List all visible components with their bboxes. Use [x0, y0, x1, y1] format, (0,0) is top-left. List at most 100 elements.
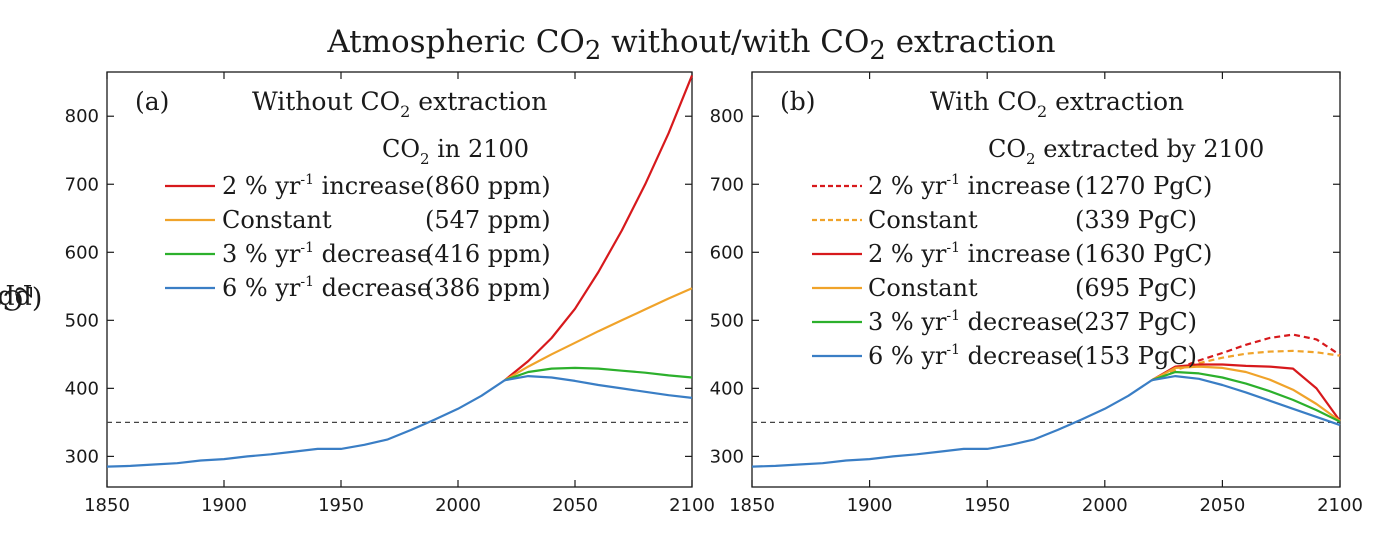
heading-post: extraction — [410, 87, 547, 116]
panel-heading: With CO2 extraction — [930, 87, 1184, 121]
panel-b: 1850 1900 1950 2000 2050 2100 300 400 500 600 700 8… — [710, 71, 1363, 516]
x-tick-label: 2050 — [1199, 495, 1245, 516]
x-tick-label: 2000 — [435, 495, 481, 516]
legend-label-2: Constant — [222, 206, 332, 234]
x-tick-label: 1850 — [729, 495, 775, 516]
heading-sub: 2 — [400, 102, 410, 121]
series-line-1 — [504, 74, 694, 382]
legend-label-1: 2 % yr-1 increase — [222, 172, 425, 200]
legend-label-6: 6 % yr-1 decrease — [868, 342, 1077, 370]
y-tick-label: 600 — [710, 242, 744, 263]
x-tick-label: 1900 — [847, 495, 893, 516]
legend-label-post: decrease — [960, 308, 1077, 336]
x-tick-label: 1900 — [201, 495, 247, 516]
y-tick-label: 700 — [65, 174, 99, 195]
legend-label-post: decrease — [960, 342, 1077, 370]
legend-label-sup: -1 — [300, 240, 314, 256]
series-line-3 — [1151, 363, 1341, 422]
legend-label-pre: 6 % yr — [222, 274, 301, 302]
panel-label: (b) — [780, 87, 816, 116]
legend-value-1: (1270 PgC) — [1075, 172, 1212, 200]
heading-post: extraction — [1047, 87, 1184, 116]
legend-value-3: (416 ppm) — [425, 240, 551, 268]
title-text-mid: without/with CO — [601, 24, 870, 60]
legend-title-post: in 2100 — [430, 135, 529, 163]
y-tick-label: 600 — [65, 242, 99, 263]
y-tick-label: 500 — [65, 310, 99, 331]
series-line-5 — [1151, 370, 1341, 423]
legend-label-1: 2 % yr-1 increase — [868, 172, 1071, 200]
legend-label-pre: Constant — [222, 206, 332, 234]
title-text-post: extraction — [885, 24, 1056, 60]
figure-title: Atmospheric CO2 without/with CO2 extract… — [0, 22, 1383, 71]
panel-a: 1850 1900 1950 2000 2050 2100 300 400 500 600 700 8… — [65, 71, 715, 516]
legend-value-4: (695 PgC) — [1075, 274, 1197, 302]
legend-label-post: increase — [960, 172, 1071, 200]
series-line-2 — [504, 287, 693, 382]
legend-title-sub: 2 — [1026, 150, 1036, 168]
y-tick-label: 800 — [65, 106, 99, 127]
x-tick-label: 2050 — [552, 495, 598, 516]
x-tick-label: 2100 — [1317, 495, 1363, 516]
series-line-6 — [1151, 375, 1341, 427]
panel-label: (a) — [135, 87, 169, 116]
y-tick-label: 300 — [710, 446, 744, 467]
legend-label-post: increase — [960, 240, 1071, 268]
historical-line — [106, 379, 506, 468]
legend-label-sup: -1 — [946, 342, 960, 358]
legend-title-pre: CO — [988, 135, 1026, 163]
series-line-3 — [504, 366, 693, 382]
legend-label-sup: -1 — [300, 274, 314, 290]
x-tick-label: 2000 — [1082, 495, 1128, 516]
y-tick-label: 500 — [710, 310, 744, 331]
legend-value-6: (153 PgC) — [1075, 342, 1197, 370]
series-line-4 — [504, 375, 693, 399]
heading-pre: With CO — [930, 87, 1037, 116]
legend-title: CO2 in 2100 — [382, 135, 529, 168]
series-line-4 — [1151, 365, 1341, 422]
legend-value-1: (860 ppm) — [425, 172, 551, 200]
legend-label-pre: 2 % yr — [222, 172, 301, 200]
legend-label-3: 2 % yr-1 increase — [868, 240, 1071, 268]
legend-title-post: extracted by 2100 — [1036, 135, 1265, 163]
heading-pre: Without CO — [252, 87, 400, 116]
legend-title-sub: 2 — [420, 150, 430, 168]
x-tick-label: 1850 — [84, 495, 130, 516]
legend-label-post: decrease — [314, 274, 431, 302]
legend-value-2: (339 PgC) — [1075, 206, 1197, 234]
legend-label-post: decrease — [314, 240, 431, 268]
legend-label-sup: -1 — [946, 308, 960, 324]
legend-label-4: Constant — [868, 274, 978, 302]
legend-label-3: 3 % yr-1 decrease — [222, 240, 431, 268]
legend-label-pre: 2 % yr — [868, 172, 947, 200]
legend-label-5: 3 % yr-1 decrease — [868, 308, 1077, 336]
panel-heading: Without CO2 extraction — [252, 87, 547, 121]
historical-line — [751, 379, 1153, 468]
legend-value-3: (1630 PgC) — [1075, 240, 1212, 268]
legend-label-4: 6 % yr-1 decrease — [222, 274, 431, 302]
y-tick-label: 300 — [65, 446, 99, 467]
legend-value-2: (547 ppm) — [425, 206, 551, 234]
x-tick-label: 2100 — [669, 495, 715, 516]
legend-value-4: (386 ppm) — [425, 274, 551, 302]
legend-label-pre: Constant — [868, 206, 978, 234]
x-tick-label: 1950 — [318, 495, 364, 516]
legend-label-pre: Constant — [868, 274, 978, 302]
legend-label-sup: -1 — [946, 240, 960, 256]
title-sub-2: 2 — [869, 36, 886, 67]
title-text-pre: Atmospheric CO — [327, 24, 585, 60]
plot-frame — [106, 71, 693, 488]
y-tick-label: 700 — [710, 174, 744, 195]
y-tick-label: 400 — [65, 378, 99, 399]
y-tick-label: 800 — [710, 106, 744, 127]
title-sub: 2 — [584, 36, 602, 67]
heading-sub: 2 — [1037, 102, 1047, 121]
legend-label-pre: 3 % yr — [868, 308, 947, 336]
legend-value-5: (237 PgC) — [1075, 308, 1197, 336]
plot-frame — [751, 71, 1341, 488]
legend-label-post: increase — [314, 172, 425, 200]
legend-label-2: Constant — [868, 206, 978, 234]
legend-title: CO2 extracted by 2100 — [988, 135, 1264, 168]
x-tick-label: 1950 — [964, 495, 1010, 516]
